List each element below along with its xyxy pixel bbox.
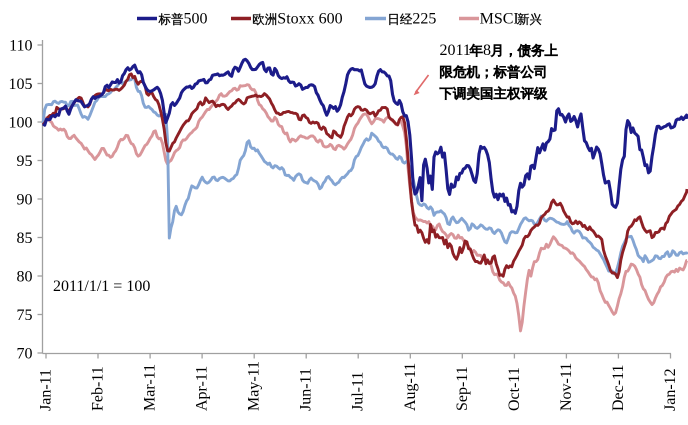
svg-text:Stoxx 600: Stoxx 600 xyxy=(277,11,342,28)
svg-text:95: 95 xyxy=(17,153,33,170)
svg-text:100: 100 xyxy=(9,115,33,132)
svg-text:8: 8 xyxy=(483,42,491,59)
svg-text:2011: 2011 xyxy=(440,42,471,59)
svg-text:90: 90 xyxy=(17,192,33,209)
svg-text:85: 85 xyxy=(17,230,33,247)
svg-text:Jan-11: Jan-11 xyxy=(38,369,55,411)
svg-text:Jun-11: Jun-11 xyxy=(298,368,315,411)
svg-text:75: 75 xyxy=(17,307,33,324)
svg-text:May-11: May-11 xyxy=(246,361,263,411)
svg-text:Mar-11: Mar-11 xyxy=(142,364,159,411)
svg-text:MSCI: MSCI xyxy=(480,11,519,28)
svg-text:Dec-11: Dec-11 xyxy=(610,365,627,412)
svg-text:Feb-11: Feb-11 xyxy=(90,366,107,411)
svg-text:500: 500 xyxy=(184,11,208,28)
svg-text:80: 80 xyxy=(17,269,33,286)
svg-text:Nov-11: Nov-11 xyxy=(558,363,575,411)
svg-text:225: 225 xyxy=(412,11,436,28)
svg-text:110: 110 xyxy=(9,38,32,55)
svg-text:105: 105 xyxy=(9,76,33,93)
svg-text:Oct-11: Oct-11 xyxy=(506,367,523,411)
svg-text:Jan-12: Jan-12 xyxy=(662,368,679,411)
svg-text:Apr-11: Apr-11 xyxy=(194,366,211,411)
svg-text:70: 70 xyxy=(17,346,33,363)
svg-text:2011/1/1 = 100: 2011/1/1 = 100 xyxy=(53,278,150,295)
svg-text:Aug-11: Aug-11 xyxy=(402,363,419,411)
svg-text:Sep-11: Sep-11 xyxy=(454,366,471,411)
svg-text:Jul-11: Jul-11 xyxy=(350,372,367,411)
